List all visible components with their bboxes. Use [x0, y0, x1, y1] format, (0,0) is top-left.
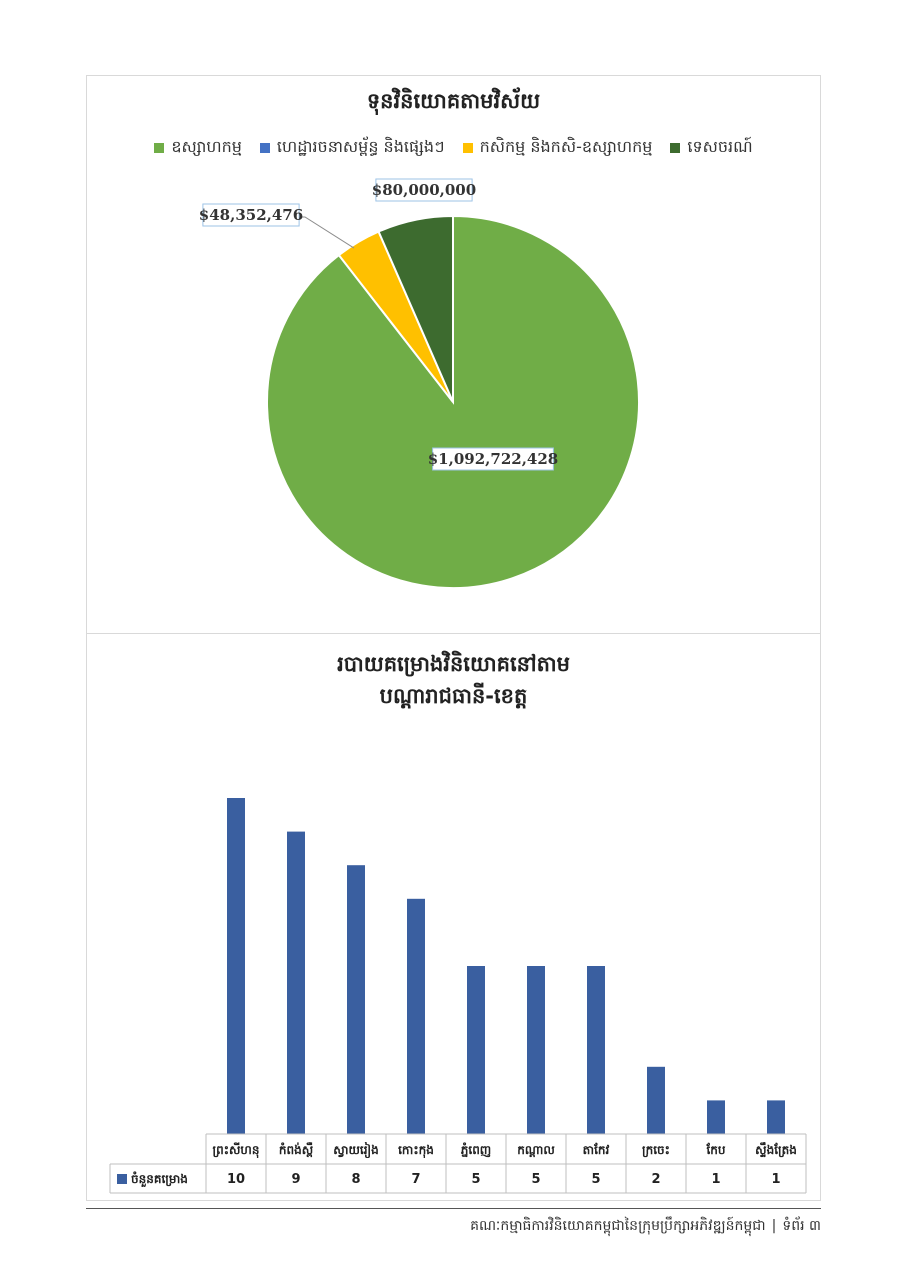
category-label-7: ក្រចេះ — [642, 1143, 670, 1158]
legend-label-tourism: ទេសចរណ៍ — [687, 137, 753, 156]
bar-chart: ព្រះសីហនុ កំពង់ស្ពឺ ស្វាយរៀង កោះកុង ភ្នំពេញ ក… — [109, 798, 807, 1194]
pie-label-box-2 — [202, 203, 300, 227]
bar-0 — [227, 798, 245, 1134]
value-label-7: 2 — [651, 1172, 660, 1187]
footer-separator: | — [771, 1218, 777, 1234]
pie-slice-3 — [377, 214, 454, 403]
bar-7 — [647, 1066, 665, 1134]
bar-chart-title-line1: របាយគម្រោងវិនិយោគនៅតាម — [337, 652, 570, 676]
bar-4 — [467, 966, 485, 1134]
legend-item-industry: ឧស្សាហកម្ម — [154, 136, 242, 160]
footer-rule — [86, 1208, 821, 1209]
pie-data-label-2: $48,352,476 — [199, 206, 303, 224]
footer-organization: គណៈកម្មាធិការវិនិយោគកម្ពុជានៃក្រុមប្រឹក្… — [470, 1218, 766, 1234]
pie-chart: $1,092,722,428 $48,352,476 $80,000,000 — [199, 178, 640, 589]
bar-6 — [587, 966, 605, 1134]
value-label-6: 5 — [591, 1172, 600, 1187]
category-label-2: ស្វាយរៀង — [333, 1142, 378, 1159]
category-label-5: កណ្ដាល — [517, 1143, 555, 1158]
bar-8 — [707, 1100, 725, 1134]
pie-data-label-0: $1,092,722,428 — [428, 450, 558, 468]
legend-item-agriculture: កសិកម្ម និងកសិ-ឧស្សាហកម្ម — [462, 136, 653, 160]
table-series-label: ចំនួនគម្រោង — [131, 1171, 188, 1188]
bar-chart-title: របាយគម្រោងវិនិយោគនៅតាម បណ្ដារាជធានី-ខេត្… — [86, 648, 821, 712]
category-label-0: ព្រះសីហនុ — [213, 1142, 260, 1159]
legend-label-infrastructure: ហេដ្ឋារចនាសម្ព័ន្ធ និងផ្សេងៗ — [276, 137, 445, 156]
value-label-1: 9 — [291, 1172, 300, 1187]
pie-legend: ឧស្សាហកម្ម ហេដ្ឋារចនាសម្ព័ន្ធ និងផ្សេងៗ … — [86, 136, 821, 160]
pie-chart-title: ទុនវិនិយោគតាមវិស័យ — [366, 89, 541, 113]
table-legend-swatch — [117, 1174, 127, 1184]
category-label-8: កែប — [705, 1142, 725, 1157]
category-label-9: ស្ទឹងត្រែង — [755, 1142, 797, 1158]
legend-swatch-agriculture — [462, 143, 473, 153]
value-label-0: 10 — [227, 1172, 245, 1187]
category-label-6: តាកែវ — [583, 1142, 610, 1157]
value-label-3: 7 — [411, 1172, 420, 1187]
category-label-1: កំពង់ស្ពឺ — [279, 1142, 314, 1158]
category-label-3: កោះកុង — [398, 1143, 434, 1159]
value-label-2: 8 — [351, 1172, 360, 1187]
legend-label-industry: ឧស្សាហកម្ម — [171, 137, 242, 156]
legend-item-tourism: ទេសចរណ៍ — [670, 136, 753, 160]
pie-data-label-3: $80,000,000 — [372, 181, 476, 199]
legend-swatch-industry — [154, 143, 165, 153]
pie-label-box-3 — [375, 178, 473, 202]
bar-9 — [767, 1100, 785, 1134]
bar-3 — [407, 898, 425, 1134]
footer-page-number: ទំព័រ ៣ — [782, 1218, 821, 1234]
value-label-8: 1 — [711, 1172, 720, 1187]
legend-item-infrastructure: ហេដ្ឋារចនាសម្ព័ន្ធ និងផ្សេងៗ — [259, 136, 445, 160]
value-label-5: 5 — [531, 1172, 540, 1187]
legend-swatch-tourism — [670, 143, 681, 153]
legend-label-agriculture: កសិកម្ម និងកសិ-ឧស្សាហកម្ម — [479, 137, 653, 156]
chart-frame — [86, 75, 821, 1201]
category-label-4: ភ្នំពេញ — [461, 1142, 491, 1158]
pie-leader-line-2 — [301, 216, 355, 249]
chart-divider — [86, 633, 821, 634]
legend-swatch-infrastructure — [259, 143, 270, 153]
bar-2 — [347, 865, 365, 1134]
bar-1 — [287, 831, 305, 1134]
bar-chart-title-line2: បណ្ដារាជធានី-ខេត្ត — [379, 684, 528, 708]
value-label-9: 1 — [771, 1172, 780, 1187]
page-footer: គណៈកម្មាធិការវិនិយោគកម្ពុជានៃក្រុមប្រឹក្… — [470, 1216, 821, 1237]
pie-label-box-0 — [432, 447, 554, 471]
value-label-4: 5 — [471, 1172, 480, 1187]
bar-5 — [527, 966, 545, 1134]
